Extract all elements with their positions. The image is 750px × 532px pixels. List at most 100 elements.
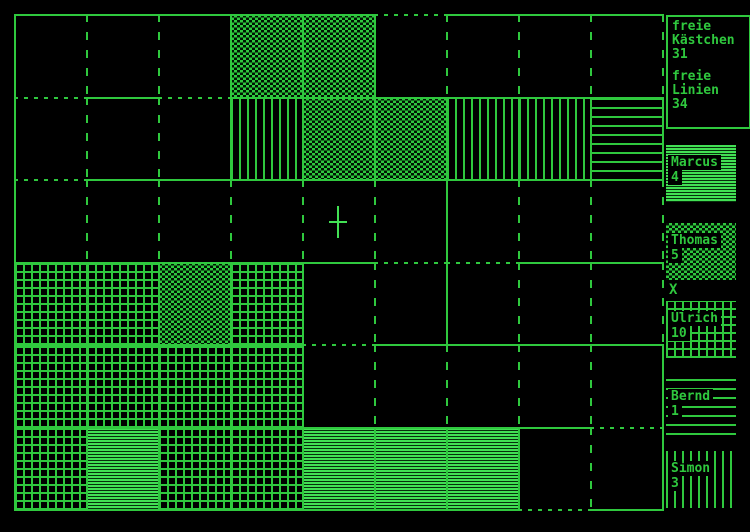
line-h-6-6-drawn (446, 509, 520, 511)
line-h-0-5-free[interactable] (374, 14, 448, 16)
player-name: Thomas (668, 233, 721, 248)
line-v-1-5-drawn (86, 426, 88, 511)
player-score: 10 (668, 326, 690, 341)
line-h-3-7-drawn (518, 261, 592, 264)
line-v-7-0-free[interactable] (518, 14, 520, 99)
line-h-1-1-drawn (86, 96, 160, 99)
line-h-4-2-drawn (158, 344, 232, 346)
line-v-5-3-free[interactable] (374, 261, 376, 346)
claimed-box-marcus (375, 427, 447, 510)
line-v-3-2-free[interactable] (230, 179, 232, 264)
claimed-box-thomas (303, 15, 375, 98)
claimed-box-thomas (375, 97, 447, 180)
line-v-8-2-free[interactable] (590, 179, 592, 264)
free-boxes-label-1: freie (672, 19, 712, 34)
line-v-9-5-drawn (662, 426, 664, 511)
line-h-1-2-free[interactable] (158, 96, 232, 99)
line-h-5-0-drawn (14, 426, 88, 429)
line-v-4-2-free[interactable] (302, 179, 304, 264)
claimed-box-ulrich (15, 345, 87, 428)
line-v-5-2-free[interactable] (374, 179, 376, 264)
line-v-0-2-drawn (14, 179, 16, 264)
line-h-3-3-drawn (230, 261, 304, 264)
line-v-9-2-free[interactable] (662, 179, 664, 264)
free-boxes-value: 31 (672, 47, 688, 62)
line-v-4-1-drawn (302, 96, 304, 181)
line-h-5-2-drawn (158, 426, 232, 429)
claimed-box-ulrich (231, 262, 303, 345)
dots-and-boxes-board (14, 14, 664, 511)
line-h-4-3-drawn (230, 344, 304, 346)
line-v-1-0-free[interactable] (86, 14, 88, 99)
line-h-6-7-free[interactable] (518, 509, 592, 511)
player-score: 3 (668, 476, 682, 491)
claimed-box-bernd (591, 97, 663, 180)
line-h-0-0-drawn (14, 14, 88, 16)
line-h-3-2-drawn (158, 261, 232, 264)
line-h-5-5-drawn (374, 426, 448, 429)
line-v-1-1-free[interactable] (86, 96, 88, 181)
line-v-8-3-free[interactable] (590, 261, 592, 346)
line-h-2-0-free[interactable] (14, 179, 88, 181)
claimed-box-marcus (447, 427, 519, 510)
line-h-2-6-drawn (446, 179, 520, 181)
line-v-2-2-free[interactable] (158, 179, 160, 264)
line-h-4-1-drawn (86, 344, 160, 346)
line-v-3-4-drawn (230, 344, 232, 429)
line-v-6-4-free[interactable] (446, 344, 448, 429)
line-v-0-3-drawn (14, 261, 16, 346)
line-h-3-8-drawn (590, 261, 664, 264)
line-v-5-1-drawn (374, 96, 376, 181)
line-h-5-3-drawn (230, 426, 304, 429)
line-h-6-5-drawn (374, 509, 448, 511)
turn-indicator: X (669, 282, 678, 298)
line-v-1-2-free[interactable] (86, 179, 88, 264)
free-lines-value: 34 (672, 97, 688, 112)
line-v-8-5-free[interactable] (590, 426, 592, 511)
line-v-9-0-free[interactable] (662, 14, 664, 99)
line-h-6-3-drawn (230, 509, 304, 511)
line-v-9-1-drawn (662, 96, 664, 181)
line-v-0-0-drawn (14, 14, 16, 99)
line-v-5-0-drawn (374, 14, 376, 99)
line-v-7-5-drawn (518, 426, 520, 511)
player-name: Ulrich (668, 311, 721, 326)
line-h-3-0-drawn (14, 261, 88, 264)
line-v-2-1-free[interactable] (158, 96, 160, 181)
player-box-thomas: Thomas 5 (666, 223, 736, 280)
line-h-3-5-free[interactable] (374, 261, 448, 264)
free-boxes-label-2: Kästchen (672, 33, 735, 48)
line-h-0-7-drawn (518, 14, 592, 16)
claimed-box-marcus (303, 427, 375, 510)
line-h-5-8-free[interactable] (590, 426, 664, 429)
player-box-marcus: Marcus 4 (666, 145, 736, 202)
line-h-0-6-drawn (446, 14, 520, 16)
line-v-1-4-drawn (86, 344, 88, 429)
line-v-5-4-free[interactable] (374, 344, 376, 429)
line-v-8-0-free[interactable] (590, 14, 592, 99)
line-v-6-0-free[interactable] (446, 14, 448, 99)
line-h-0-8-drawn (590, 14, 664, 16)
line-v-2-0-free[interactable] (158, 14, 160, 99)
line-h-4-4-free[interactable] (302, 344, 376, 346)
player-name: Marcus (668, 155, 721, 170)
line-h-3-6-free[interactable] (446, 261, 520, 264)
line-v-7-3-free[interactable] (518, 261, 520, 346)
line-v-5-5-drawn (374, 426, 376, 511)
line-h-4-8-drawn (590, 344, 664, 346)
claimed-box-ulrich (15, 427, 87, 510)
line-v-7-2-free[interactable] (518, 179, 520, 264)
line-v-6-3-drawn (446, 261, 448, 346)
line-h-6-8-drawn (590, 509, 664, 511)
line-h-1-0-free[interactable] (14, 96, 88, 99)
line-v-3-5-drawn (230, 426, 232, 511)
line-v-9-3-free[interactable] (662, 261, 664, 346)
line-v-7-1-drawn (518, 96, 520, 181)
line-h-0-1-drawn (86, 14, 160, 16)
line-h-2-1-drawn (86, 179, 160, 181)
line-v-8-1-drawn (590, 96, 592, 181)
line-v-7-4-free[interactable] (518, 344, 520, 429)
line-v-8-4-free[interactable] (590, 344, 592, 429)
line-v-1-3-drawn (86, 261, 88, 346)
line-h-5-1-drawn (86, 426, 160, 429)
